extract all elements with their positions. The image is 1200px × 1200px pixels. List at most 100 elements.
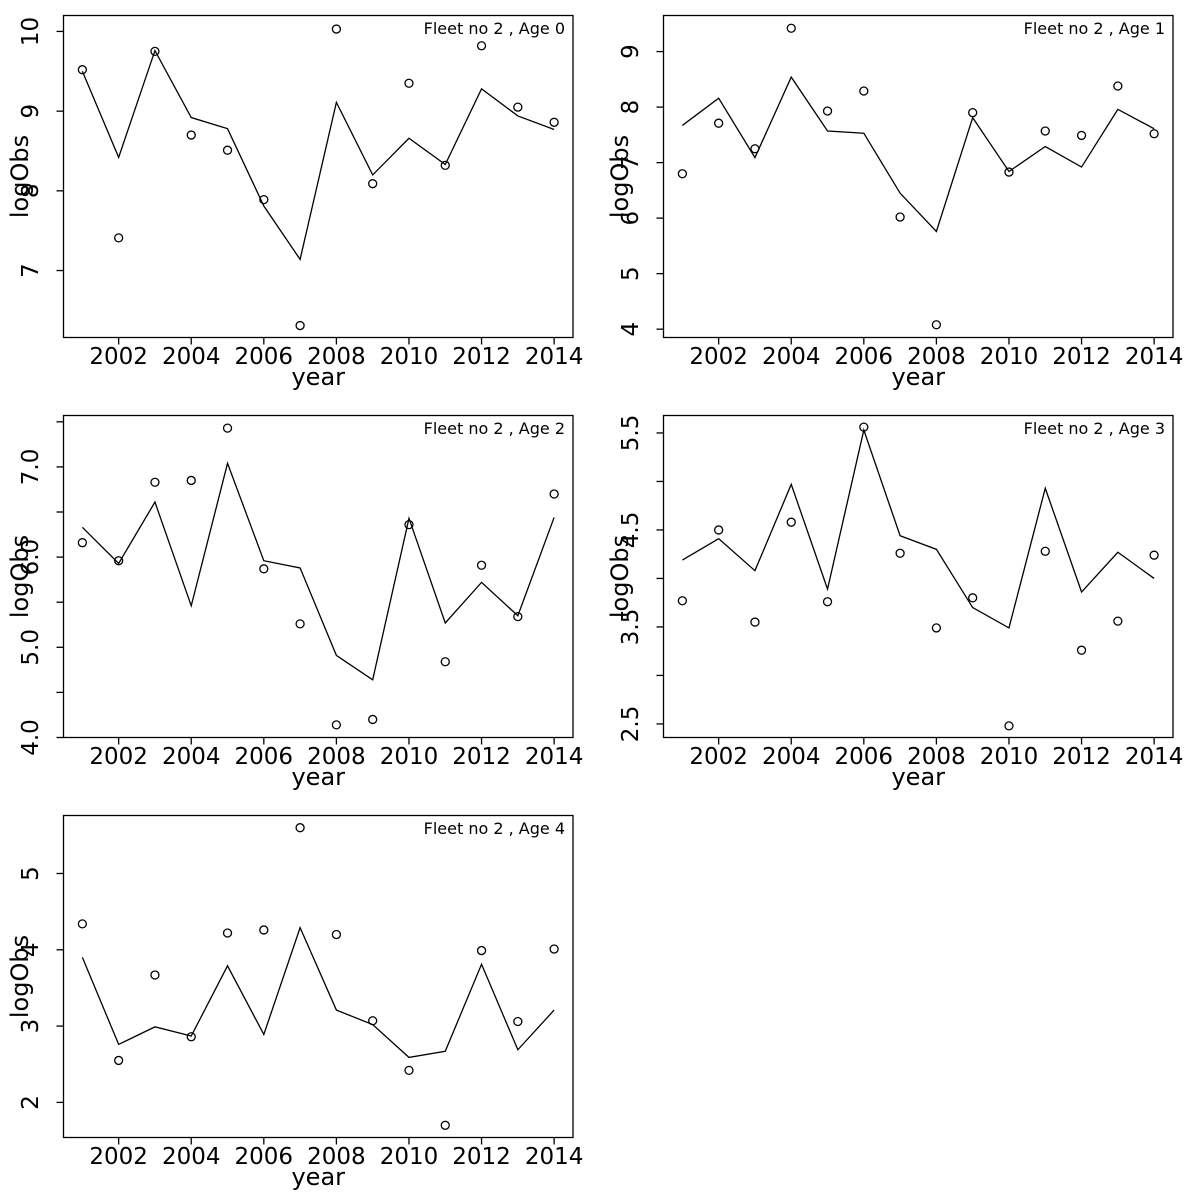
observed-point <box>186 475 196 486</box>
observed-point <box>331 24 342 34</box>
observed-point <box>259 564 269 574</box>
panel-title: Fleet no 2 , Age 0 <box>424 19 565 38</box>
x-axis-tick-label: 2008 <box>307 1144 366 1170</box>
observed-point <box>786 517 796 527</box>
observed-point <box>1040 126 1050 136</box>
observed-point <box>186 1032 196 1042</box>
observed-point <box>1113 81 1123 91</box>
x-axis-tick-label: 2008 <box>307 744 366 770</box>
x-axis-tick-label: 2012 <box>452 744 511 770</box>
observed-point <box>895 212 905 222</box>
observed-point <box>150 46 160 57</box>
observed-point <box>259 194 269 205</box>
observed-point <box>114 556 124 566</box>
observed-point <box>513 102 523 112</box>
x-axis-tick-label: 2006 <box>235 744 294 770</box>
observed-point <box>750 617 760 627</box>
observed-point <box>114 1055 124 1066</box>
y-axis-tick-label: 2.5 <box>618 706 644 743</box>
y-axis-tick-label: 10 <box>18 17 44 46</box>
observed-point <box>295 823 305 833</box>
plot-border <box>662 414 1174 739</box>
y-axis-tick-label: 9 <box>18 104 44 119</box>
chart-fleet2-age0: 2002 2004 2006 2008 2010 2012 2014 7 8 9 10 year log… <box>6 14 584 391</box>
observed-point <box>222 928 233 938</box>
panel-title: Fleet no 2 , Age 1 <box>1024 19 1165 38</box>
observed-point <box>1076 130 1087 141</box>
y-axis-tick-label: 2 <box>18 1095 44 1110</box>
observed-point <box>822 106 833 116</box>
plot-border <box>62 414 574 739</box>
observed-point <box>786 23 796 33</box>
observed-point <box>677 596 688 606</box>
chart-fleet2-age4: 2002 2004 2006 2008 2010 2012 2014 2 3 4 5 year logO… <box>6 814 583 1191</box>
observed-point <box>77 65 88 75</box>
observed-point <box>1113 616 1123 626</box>
x-axis-label: year <box>291 363 345 391</box>
x-axis-tick-label: 2012 <box>1052 344 1111 370</box>
observed-point <box>549 944 559 954</box>
observed-point <box>476 560 487 570</box>
x-axis-tick-label: 2004 <box>162 744 221 770</box>
observed-point <box>931 623 942 633</box>
observed-point <box>895 548 905 558</box>
y-axis-label: logObs <box>6 935 34 1018</box>
y-axis-tick-label: 8 <box>618 100 644 115</box>
empty-cell <box>600 800 1200 1200</box>
y-axis-tick-label: 4.0 <box>18 719 44 756</box>
y-axis-tick-label: 3.5 <box>618 609 644 646</box>
observed-point <box>1149 129 1159 139</box>
x-axis-tick-label: 2010 <box>380 1144 439 1170</box>
y-axis-tick-label: 4.5 <box>618 512 644 549</box>
observed-point <box>331 929 342 940</box>
observed-point <box>1149 550 1159 560</box>
x-axis-tick-label: 2010 <box>980 344 1039 370</box>
x-axis-tick-label: 2010 <box>380 344 439 370</box>
y-axis-label: logObs <box>606 135 634 218</box>
plot-border <box>662 14 1174 339</box>
x-axis-tick-label: 2014 <box>525 344 584 370</box>
observed-point <box>150 970 160 980</box>
y-axis-tick-label: 5.5 <box>618 415 644 452</box>
observed-point <box>1004 721 1014 731</box>
panel-title: Fleet no 2 , Age 2 <box>424 419 565 438</box>
y-axis-tick-label: 3 <box>18 1019 44 1034</box>
x-axis-tick-label: 2008 <box>307 344 366 370</box>
x-axis-label: year <box>291 763 345 791</box>
fitted-line <box>681 75 1155 233</box>
observed-point <box>150 477 160 487</box>
x-axis-label: year <box>891 363 945 391</box>
observed-point <box>968 108 978 118</box>
observed-point <box>513 611 523 622</box>
y-axis-label: logObs <box>6 135 34 218</box>
observed-point <box>440 160 450 170</box>
x-axis-label: year <box>291 1163 345 1191</box>
y-axis-tick-label: 9 <box>618 44 644 59</box>
x-axis-tick-label: 2004 <box>762 344 821 370</box>
x-axis-tick-label: 2004 <box>762 744 821 770</box>
observed-point <box>476 945 487 956</box>
x-axis-tick-label: 2004 <box>162 1144 221 1170</box>
y-axis-tick-label: 7.0 <box>18 449 44 486</box>
subplot-fleet2-age1: 2002 2004 2006 2008 2010 2012 2014 4 5 6 7 8 9 year lo… <box>600 0 1200 400</box>
y-axis-tick-label: 5 <box>618 266 644 281</box>
x-axis-tick-label: 2002 <box>689 744 748 770</box>
observed-point <box>714 525 724 535</box>
chart-fleet2-age1: 2002 2004 2006 2008 2010 2012 2014 4 5 6 7 8 9 year lo… <box>606 14 1183 391</box>
x-axis-tick-label: 2004 <box>162 344 221 370</box>
x-axis-tick-label: 2002 <box>89 344 148 370</box>
y-axis-tick-label: 5 <box>18 866 44 881</box>
observed-point <box>714 118 724 128</box>
x-axis-tick-label: 2014 <box>1125 744 1184 770</box>
x-axis-tick-label: 2012 <box>452 344 511 370</box>
subplot-fleet2-age2: 2002 2004 2006 2008 2010 2012 2014 4.0 5.0 6.0 7.0… <box>0 400 600 800</box>
panel-title: Fleet no 2 , Age 4 <box>424 819 565 838</box>
observed-point <box>822 597 833 607</box>
panel-title: Fleet no 2 , Age 3 <box>1024 419 1165 438</box>
x-axis-tick-label: 2006 <box>835 744 894 770</box>
observed-point <box>677 169 688 179</box>
observed-point <box>295 320 305 331</box>
observed-point <box>440 657 450 667</box>
observed-point <box>549 117 559 127</box>
